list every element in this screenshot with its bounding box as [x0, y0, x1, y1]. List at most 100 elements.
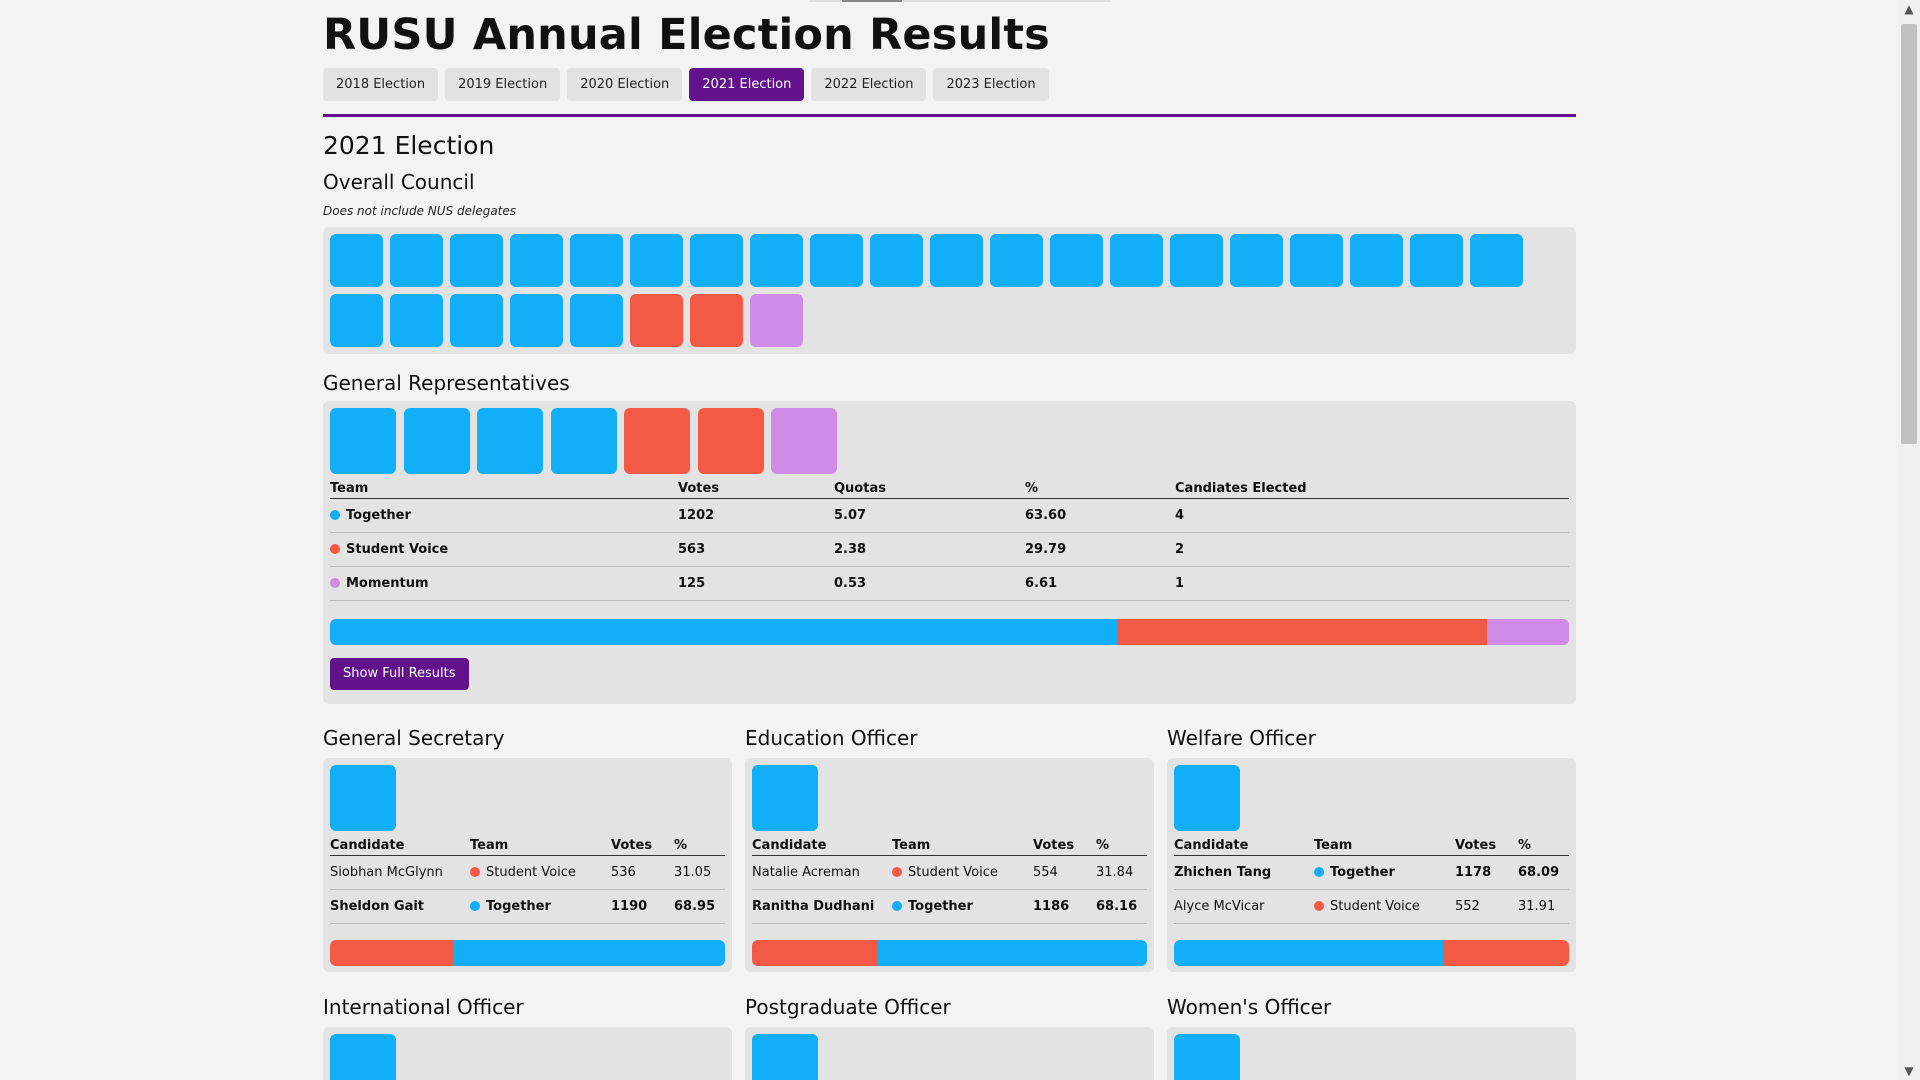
officer-seat-together — [330, 1034, 396, 1080]
council-seat-together — [1110, 234, 1163, 287]
officer-title: Women's Officer — [1167, 995, 1332, 1019]
officer-header-cell: % — [674, 838, 725, 856]
election-heading: 2021 Election — [323, 131, 495, 160]
candidate-row: Alyce McVicar Student Voice 552 31.91 — [1174, 889, 1569, 924]
council-seat-together — [1290, 234, 1343, 287]
scroll-down-icon[interactable]: ▼ — [1904, 1064, 1914, 1078]
team-name: Student Voice — [1330, 899, 1420, 914]
candidate-votes: 554 — [1033, 855, 1096, 890]
general-reps-vote-share-bar — [330, 619, 1569, 645]
candidate-votes: 552 — [1455, 889, 1518, 924]
candidate-votes: 1178 — [1455, 855, 1518, 890]
candidate-team: Student Voice — [470, 855, 611, 890]
candidate-pct: 68.09 — [1518, 855, 1569, 890]
council-seat-together — [1470, 234, 1523, 287]
team-name: Together — [1330, 865, 1395, 880]
rep-seat-voice — [624, 408, 690, 474]
table-row: Student Voice 563 2.38 29.79 2 — [330, 532, 1569, 567]
team-name: Student Voice — [486, 865, 576, 880]
candidate-pct: 31.05 — [674, 855, 725, 890]
officer-seat-together — [752, 1034, 818, 1080]
officer-share-segment-voice — [752, 940, 878, 966]
council-seat-voice — [630, 294, 683, 347]
team-cell: Momentum — [330, 566, 678, 601]
candidate-votes: 1190 — [611, 889, 674, 924]
officer-header-cell: Team — [892, 838, 1033, 856]
officer-vote-share-bar — [752, 940, 1147, 966]
show-full-results-button[interactable]: Show Full Results — [330, 658, 469, 690]
candidate-team: Student Voice — [892, 855, 1033, 890]
reps-share-segment-momentum — [1487, 619, 1569, 645]
reps-quotas-cell: 2.38 — [834, 532, 1025, 567]
council-seat-together — [1170, 234, 1223, 287]
reps-quotas-cell: 5.07 — [834, 498, 1025, 533]
general-reps-panel: Team Votes Quotas% Candiates Elected Togeth… — [323, 401, 1576, 704]
tab-2018-election[interactable]: 2018 Election — [323, 68, 439, 101]
council-seat-together — [570, 234, 623, 287]
council-seat-together — [930, 234, 983, 287]
reps-header-cell: % — [1025, 481, 1175, 499]
tab-2021-election[interactable]: 2021 Election — [689, 68, 805, 101]
reps-pct-cell: 6.61 — [1025, 566, 1175, 601]
tab-2020-election[interactable]: 2020 Election — [567, 68, 683, 101]
team-dot-icon — [1314, 867, 1324, 877]
officer-vote-share-bar — [330, 940, 725, 966]
team-dot-icon — [892, 901, 902, 911]
candidate-name: Alyce McVicar — [1174, 889, 1314, 924]
officer-header-cell: Votes — [611, 838, 674, 856]
scroll-up-icon[interactable]: ▲ — [1904, 2, 1914, 16]
officer-seat-together — [330, 765, 396, 831]
officer-panel: Candidate Team Votes% Natalie Acreman Studen… — [745, 758, 1154, 972]
rep-seat-together — [330, 408, 396, 474]
candidate-team: Student Voice — [1314, 889, 1455, 924]
officer-title: Welfare Officer — [1167, 726, 1316, 750]
candidate-votes: 1186 — [1033, 889, 1096, 924]
officer-panel — [1167, 1027, 1576, 1080]
tab-2023-election[interactable]: 2023 Election — [933, 68, 1049, 101]
officer-header-cell: Votes — [1455, 838, 1518, 856]
officer-share-segment-voice — [1442, 940, 1569, 966]
tab-2022-election[interactable]: 2022 Election — [811, 68, 927, 101]
candidate-row: Natalie Acreman Student Voice 554 31.84 — [752, 855, 1147, 890]
council-seat-together — [810, 234, 863, 287]
reps-header-cell: Votes — [678, 481, 834, 499]
council-seat-together — [330, 294, 383, 347]
candidate-name: Natalie Acreman — [752, 855, 892, 890]
reps-votes-cell: 563 — [678, 532, 834, 567]
candidate-name: Siobhan McGlynn — [330, 855, 470, 890]
officer-panel — [323, 1027, 732, 1080]
council-seat-together — [450, 294, 503, 347]
council-seat-together — [1410, 234, 1463, 287]
officer-header-cell: Team — [470, 838, 611, 856]
reps-header-cell: Team — [330, 481, 678, 499]
council-seat-together — [330, 234, 383, 287]
council-seat-momentum — [750, 294, 803, 347]
rep-seat-together — [403, 408, 470, 474]
table-row: Momentum 125 0.53 6.61 1 — [330, 566, 1569, 601]
candidate-name: Zhichen Tang — [1174, 855, 1314, 890]
officer-seat-together — [1174, 765, 1240, 831]
vertical-scrollbar[interactable]: ▲ ▼ — [1898, 0, 1920, 1080]
page-title: RUSU Annual Election Results — [323, 10, 1050, 60]
council-seat-together — [870, 234, 923, 287]
overall-council-seats — [323, 227, 1576, 354]
tab-2019-election[interactable]: 2019 Election — [445, 68, 561, 101]
general-reps-table: Team Votes Quotas% Candiates Elected Togeth… — [330, 481, 1569, 601]
rep-seat-together — [550, 408, 617, 474]
council-seat-voice — [690, 294, 743, 347]
officer-share-segment-voice — [330, 940, 453, 966]
candidate-name: Sheldon Gait — [330, 889, 470, 924]
council-seat-together — [630, 234, 683, 287]
council-seat-together — [1230, 234, 1283, 287]
team-name: Together — [908, 899, 973, 914]
officer-header-cell: Candidate — [752, 838, 892, 856]
council-seat-together — [750, 234, 803, 287]
officer-share-segment-together — [1174, 940, 1443, 966]
candidate-pct: 68.16 — [1096, 889, 1147, 924]
scrollbar-thumb[interactable] — [1901, 24, 1917, 444]
officer-results-table: Candidate Team Votes% Siobhan McGlynn Studen… — [330, 838, 725, 924]
candidate-team: Together — [1314, 855, 1455, 890]
candidate-row: Zhichen Tang Together 1178 68.09 — [1174, 855, 1569, 890]
candidate-team: Together — [892, 889, 1033, 924]
tabs-divider — [323, 114, 1576, 117]
